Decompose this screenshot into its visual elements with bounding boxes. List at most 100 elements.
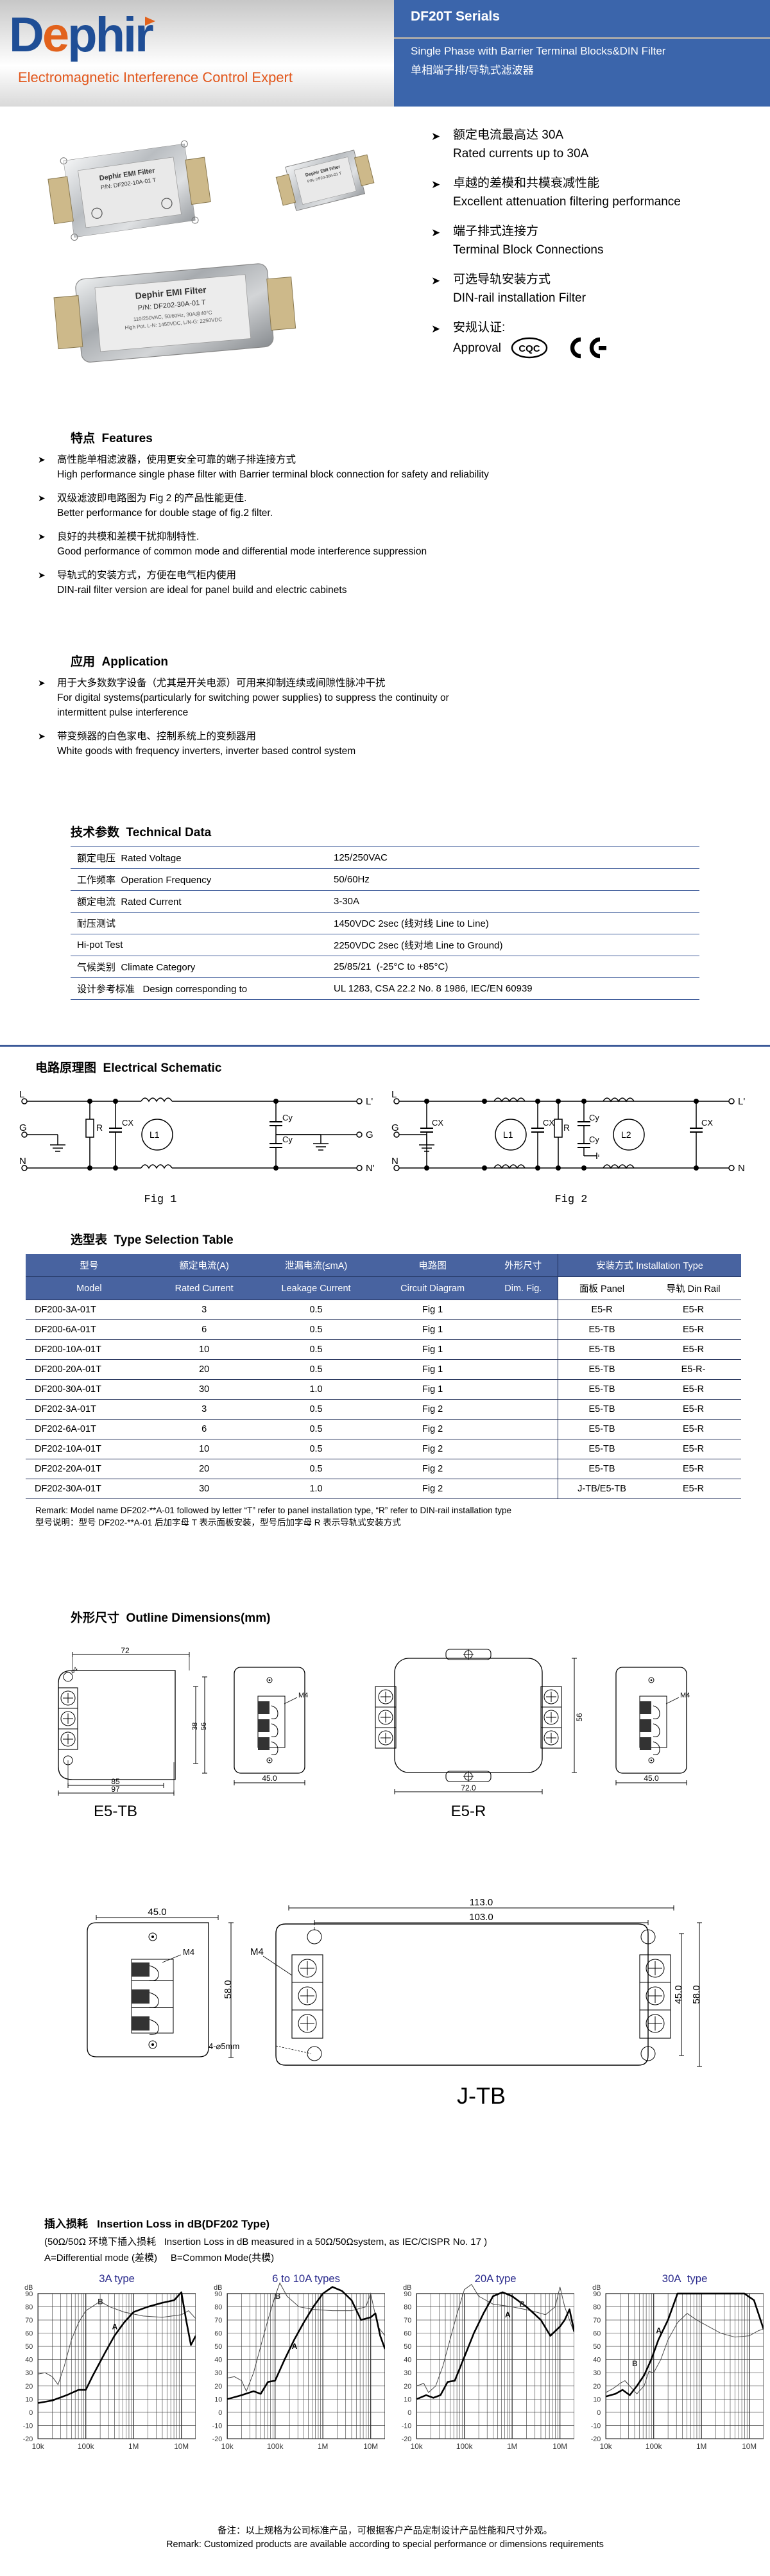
svg-text:72: 72: [121, 1646, 130, 1655]
svg-text:Fig 2: Fig 2: [554, 1194, 587, 1206]
svg-text:L': L': [738, 1096, 745, 1107]
svg-text:1M: 1M: [318, 2442, 328, 2451]
svg-text:30: 30: [214, 2369, 222, 2377]
svg-text:M4: M4: [183, 1947, 194, 1957]
svg-text:58.0: 58.0: [691, 1985, 702, 2004]
svg-text:Cy: Cy: [282, 1113, 293, 1122]
svg-text:-10: -10: [591, 2422, 601, 2430]
svg-text:72.0: 72.0: [461, 1783, 476, 1792]
svg-text:10k: 10k: [600, 2442, 612, 2451]
svg-text:20A type: 20A type: [475, 2273, 517, 2285]
svg-text:10k: 10k: [221, 2442, 234, 2451]
svg-text:Fig 1: Fig 1: [144, 1194, 176, 1206]
svg-text:M4: M4: [298, 1692, 308, 1699]
svg-text:6 to 10A types: 6 to 10A types: [272, 2273, 340, 2285]
svg-text:45.0: 45.0: [673, 1985, 684, 2004]
svg-text:10: 10: [214, 2396, 222, 2403]
svg-text:60: 60: [593, 2330, 601, 2338]
svg-text:-10: -10: [212, 2422, 223, 2430]
svg-text:10M: 10M: [174, 2442, 189, 2451]
svg-text:10M: 10M: [742, 2442, 757, 2451]
svg-text:N: N: [19, 1156, 26, 1167]
svg-text:20: 20: [404, 2383, 411, 2391]
svg-text:E5-R: E5-R: [451, 1803, 486, 1820]
svg-text:30A type: 30A type: [662, 2273, 708, 2285]
svg-text:M4: M4: [680, 1692, 690, 1699]
svg-text:50: 50: [404, 2343, 411, 2351]
svg-text:CX: CX: [701, 1118, 713, 1128]
svg-text:10k: 10k: [411, 2442, 423, 2451]
svg-text:G: G: [391, 1122, 399, 1133]
svg-text:38: 38: [191, 1722, 199, 1730]
svg-text:20: 20: [25, 2383, 33, 2391]
svg-text:R: R: [563, 1122, 570, 1133]
svg-text:113.0: 113.0: [470, 1897, 493, 1908]
svg-text:dB: dB: [592, 2284, 601, 2292]
svg-text:B: B: [632, 2359, 638, 2368]
svg-text:30: 30: [404, 2369, 411, 2377]
svg-text:J-TB: J-TB: [457, 2082, 506, 2109]
svg-text:80: 80: [593, 2303, 601, 2311]
svg-text:A: A: [112, 2322, 118, 2331]
svg-text:103.0: 103.0: [469, 1912, 493, 1923]
svg-text:dB: dB: [24, 2284, 33, 2292]
svg-text:60: 60: [214, 2330, 222, 2338]
svg-text:10M: 10M: [552, 2442, 567, 2451]
svg-text:40: 40: [404, 2357, 411, 2364]
svg-text:10: 10: [593, 2396, 601, 2403]
svg-text:G: G: [366, 1129, 373, 1140]
svg-text:N': N': [366, 1163, 375, 1174]
svg-text:45.0: 45.0: [644, 1774, 659, 1783]
svg-text:CX: CX: [432, 1118, 443, 1128]
svg-text:80: 80: [404, 2303, 411, 2311]
svg-text:L1: L1: [503, 1129, 513, 1140]
svg-text:dB: dB: [214, 2284, 222, 2292]
svg-text:-10: -10: [402, 2422, 412, 2430]
svg-text:10M: 10M: [363, 2442, 378, 2451]
svg-text:40: 40: [25, 2357, 33, 2364]
svg-text:-10: -10: [23, 2422, 33, 2430]
svg-text:A: A: [505, 2310, 511, 2319]
svg-text:L': L': [366, 1096, 373, 1107]
svg-text:CX: CX: [543, 1118, 554, 1128]
svg-text:1M: 1M: [696, 2442, 706, 2451]
svg-text:B: B: [519, 2299, 525, 2308]
svg-text:M4: M4: [250, 1946, 264, 1957]
svg-text:G: G: [19, 1122, 27, 1133]
svg-text:B: B: [98, 2297, 103, 2306]
svg-text:3A type: 3A type: [99, 2273, 135, 2285]
svg-text:100k: 100k: [267, 2442, 284, 2451]
svg-text:80: 80: [214, 2303, 222, 2311]
svg-text:40: 40: [593, 2357, 601, 2364]
svg-text:1M: 1M: [128, 2442, 139, 2451]
svg-text:0: 0: [597, 2409, 601, 2417]
svg-text:L: L: [391, 1089, 397, 1100]
svg-text:20: 20: [214, 2383, 222, 2391]
svg-text:70: 70: [593, 2317, 601, 2324]
svg-text:Dephir: Dephir: [9, 9, 153, 62]
svg-text:10k: 10k: [32, 2442, 44, 2451]
svg-text:A: A: [656, 2326, 662, 2335]
svg-text:dB: dB: [403, 2284, 411, 2292]
svg-text:CX: CX: [122, 1118, 133, 1128]
svg-text:Cy: Cy: [589, 1113, 599, 1122]
svg-text:58.0: 58.0: [223, 1980, 234, 1998]
svg-text:L1: L1: [150, 1129, 160, 1140]
svg-text:50: 50: [214, 2343, 222, 2351]
svg-text:56: 56: [200, 1722, 208, 1730]
svg-text:Cy: Cy: [589, 1135, 599, 1144]
svg-text:10: 10: [25, 2396, 33, 2403]
svg-text:10: 10: [404, 2396, 411, 2403]
svg-text:56: 56: [575, 1713, 584, 1722]
svg-text:0: 0: [218, 2409, 222, 2417]
svg-text:Cy: Cy: [282, 1135, 293, 1144]
svg-text:0: 0: [29, 2409, 33, 2417]
svg-text:70: 70: [25, 2317, 33, 2324]
svg-text:CQC: CQC: [518, 343, 540, 354]
svg-text:1M: 1M: [507, 2442, 517, 2451]
svg-text:50: 50: [593, 2343, 601, 2351]
svg-text:R: R: [96, 1122, 103, 1133]
svg-text:100k: 100k: [78, 2442, 94, 2451]
svg-text:N: N: [738, 1163, 745, 1174]
svg-text:80: 80: [25, 2303, 33, 2311]
